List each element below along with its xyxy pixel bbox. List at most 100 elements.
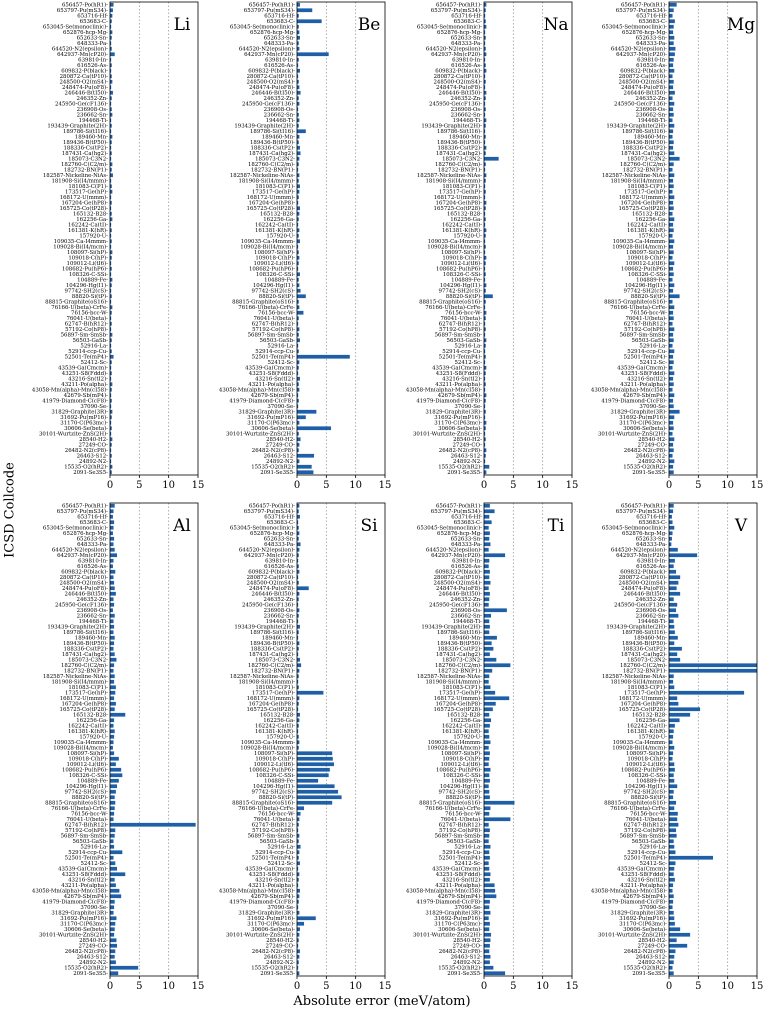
category-label: 189436-B(tP50)- [437, 139, 482, 146]
category-label: 43058-Mn(alpha)-Mn(cI58)- [406, 387, 482, 394]
category-label: 182760-C(C2/m)- [248, 161, 295, 168]
bar [484, 338, 487, 343]
category-label: 52916-La- [639, 845, 667, 851]
bar [669, 894, 674, 899]
x-tick-label: 15 [192, 480, 205, 491]
bar [669, 145, 674, 150]
bar [484, 30, 486, 35]
category-label: 652633-Sn- [636, 36, 668, 42]
bar [669, 217, 675, 222]
bar [484, 745, 489, 750]
category-label: 37090-Se- [639, 404, 667, 410]
category-label: 76166-U(beta)-CrFe- [610, 304, 667, 311]
category-label: 165132-B28- [260, 713, 295, 719]
bar [297, 156, 300, 161]
bar [110, 685, 116, 690]
category-label: 185073-C3N2- [627, 157, 667, 163]
category-label: 246446-B(tI50)- [438, 90, 482, 97]
category-label: 43216-Sn(tI2)- [627, 877, 667, 884]
category-label: 15535-O2(hR2)- [251, 965, 295, 972]
category-label: 76041-U(beta)- [440, 816, 482, 823]
category-label: 76156-bcc-W- [71, 311, 108, 317]
category-label: 188336-Cs(tP2)- [437, 646, 482, 653]
category-label: 653797-Pu(mS34)- [616, 7, 667, 14]
bar [669, 575, 681, 580]
category-label: 52412-Sc- [267, 360, 295, 366]
bar [484, 657, 497, 662]
category-label: 652633-Sn- [77, 537, 109, 543]
bar [484, 404, 486, 409]
bar [110, 795, 115, 800]
category-label: 42679-Sb(mP4)- [438, 893, 482, 900]
bar [484, 509, 495, 514]
category-label: 194468-Ti- [453, 619, 483, 625]
bar [297, 509, 299, 514]
category-label: 642937-Mn(cP20)- [244, 51, 295, 58]
bar [110, 756, 119, 761]
category-label: 194468-Ti- [266, 118, 296, 124]
bar [297, 129, 306, 134]
category-label: 43058-Mn(alpha)-Mn(cI58)- [591, 888, 667, 895]
category-label: 648333-Pa- [264, 542, 295, 548]
bar [297, 751, 333, 756]
bar [669, 888, 673, 893]
category-label: 185073-C3N2- [627, 658, 667, 664]
category-label: 43211-Po(alpha)- [435, 381, 482, 388]
category-label: 56503-GaSb- [73, 338, 109, 344]
category-label: 26482-N2(cP8)- [624, 948, 667, 955]
bar [297, 971, 300, 976]
bar [484, 442, 486, 447]
bar [110, 2, 114, 7]
bar [669, 509, 674, 514]
bar [484, 101, 486, 106]
bar [110, 971, 119, 976]
category-label: 194468-Ti- [638, 118, 668, 124]
category-label: 76156-bcc-W- [258, 311, 295, 317]
category-label: 188336-Cs(tP2)- [437, 145, 482, 152]
category-label: 43211-Po(alpha)- [435, 882, 482, 889]
bar [110, 690, 116, 695]
category-label: 187431-Ca(hg2)- [621, 150, 667, 157]
bar [110, 277, 113, 282]
category-label: 653045-Se(monoclinic)- [43, 24, 108, 31]
category-label: 31829-Graphite(3R)- [51, 910, 108, 917]
category-label: 187431-Ca(hg2)- [62, 150, 108, 157]
bar [110, 283, 112, 288]
category-label: 246352-Zn- [77, 597, 109, 603]
category-label: 52914-ccp-Cu- [68, 850, 108, 856]
category-label: 182760-C(C2/m)- [435, 161, 482, 168]
category-label: 43251-S8(Fddd)- [621, 370, 667, 377]
bar [484, 112, 486, 117]
bar [484, 90, 487, 95]
category-label: 57192-Co(hP8)- [624, 326, 667, 333]
category-label: 27249-CO- [637, 443, 667, 449]
bar [484, 349, 486, 354]
category-label: 42679-Sb(mP4)- [64, 392, 108, 399]
bar [669, 338, 674, 343]
bar [484, 778, 490, 783]
bar [484, 376, 486, 381]
category-label: 62747-B(hR12)- [65, 822, 109, 829]
category-label: 97742-SH2(cS)- [438, 789, 482, 796]
category-label: 76156-bcc-W- [445, 812, 482, 818]
bar [297, 404, 299, 409]
category-label: 653045-Se(monoclinic)- [43, 525, 108, 532]
category-label: 168172-U(mmm)- [60, 194, 108, 201]
category-label: 62747-B(hR12)- [439, 822, 483, 829]
category-label: 162256-Ga- [635, 217, 667, 223]
panel-na: 656457-Po(hR1)-653797-Pu(mS34)-653716-Hf… [406, 2, 578, 491]
bar [484, 233, 486, 238]
category-label: 165132-B28- [260, 212, 295, 218]
bar [484, 602, 489, 607]
bar [669, 778, 675, 783]
bar [110, 740, 114, 745]
category-label: 245950-Ge(cF136)- [55, 101, 108, 108]
category-label: 108097-Si(hP)- [441, 249, 482, 256]
bar [297, 811, 301, 816]
category-label: 157920-U- [266, 234, 295, 240]
bar [297, 365, 299, 370]
category-label: 639810-In- [78, 559, 108, 565]
bar [297, 74, 299, 79]
category-label: 167204-Ge(hP8)- [62, 701, 109, 708]
category-label: 76041-U(beta)- [625, 816, 667, 823]
